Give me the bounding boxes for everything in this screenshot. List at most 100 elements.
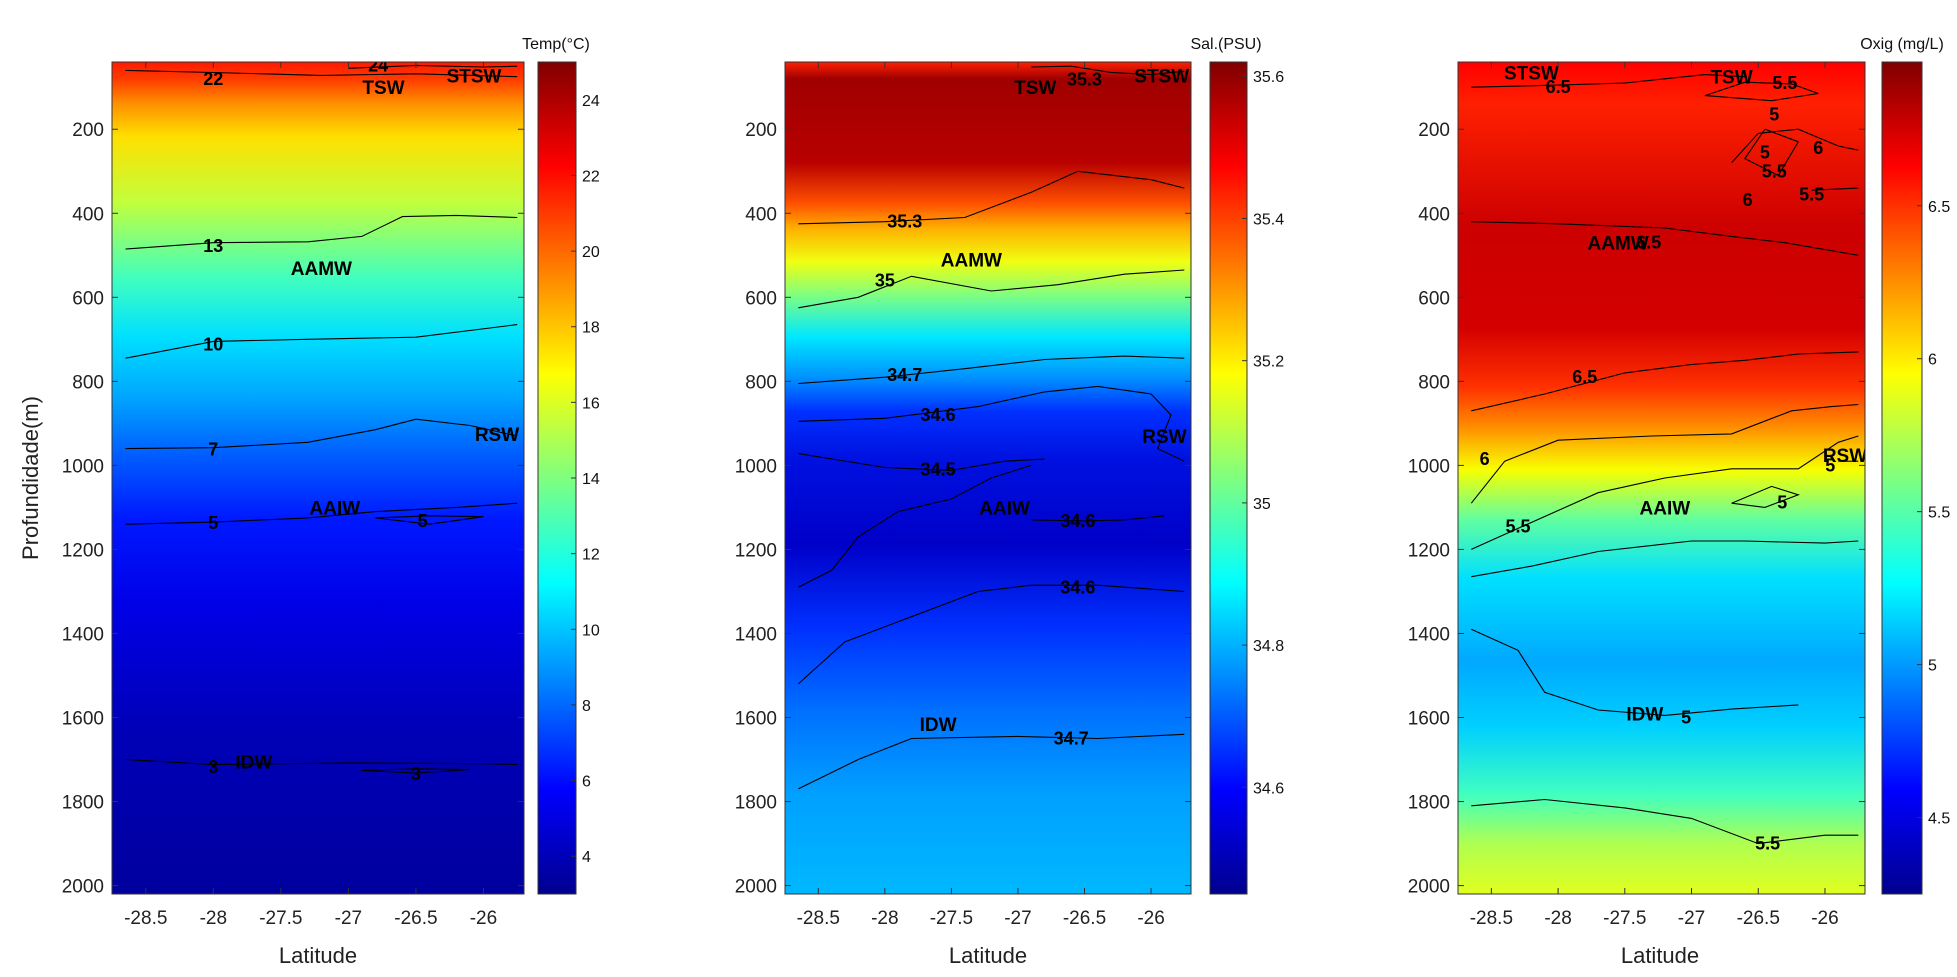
temperature-contour-label: 7 [208, 439, 218, 459]
temperature-x-tick-label: -28.5 [124, 908, 167, 929]
oxygen-contour-label: 5.5 [1506, 516, 1531, 536]
oxygen-x-axis-label: Latitude [1621, 943, 1699, 968]
temperature-panel: 22 24 13 10 7 5 5 3 3 STSW TSW AAMW RSW AAIW IDW -28.… [18, 36, 600, 968]
oxygen-contour-label: 6.5 [1546, 77, 1571, 97]
salinity-y-tick-label: 1200 [735, 540, 777, 561]
salinity-x-tick-label: -27.5 [930, 908, 973, 929]
temperature-contour-3 [125, 758, 518, 766]
temperature-colorbar-tick-label: 10 [582, 622, 600, 639]
salinity-water-mass-aamw: AAMW [941, 250, 1002, 271]
temperature-colorbar-tick-label: 12 [582, 547, 600, 564]
salinity-y-tick-label: 400 [745, 204, 777, 225]
temperature-contour-label: 24 [368, 55, 388, 75]
salinity-contour-label: 34.5 [921, 460, 956, 480]
salinity-contour-label: 34.7 [1054, 729, 1089, 749]
oxygen-colorbar: 4.5 5 5.5 6 6.5 Oxig (mg/L) [1860, 36, 1950, 895]
salinity-contour-label: 34.7 [887, 365, 922, 385]
temperature-colorbar-tick-label: 4 [582, 849, 591, 866]
salinity-contour-35-3 [798, 170, 1185, 225]
oxygen-y-tick-label: 400 [1418, 204, 1450, 225]
oxygen-water-mass-idw: IDW [1626, 704, 1663, 725]
oxygen-colorbar-ticks: 4.5 5 5.5 6 6.5 [1917, 199, 1950, 828]
oxygen-contour-5-5 [1471, 435, 1859, 550]
temperature-y-tick-label: 400 [72, 204, 104, 225]
salinity-contour-label: 34.6 [1060, 511, 1095, 531]
salinity-x-tick-label: -28.5 [797, 908, 840, 929]
oxygen-contour-5 [1471, 628, 1799, 716]
oxygen-y-tick-label: 1400 [1408, 624, 1450, 645]
salinity-x-ticks: -28.5 -28 -27.5 -27 -26.5 -26 [797, 62, 1165, 929]
salinity-x-tick-label: -26 [1137, 908, 1164, 929]
oxygen-water-mass-tsw: TSW [1710, 68, 1752, 89]
salinity-x-tick-label: -26.5 [1063, 908, 1106, 929]
temperature-colorbar-tick-label: 18 [582, 320, 600, 337]
salinity-water-mass-idw: IDW [920, 715, 957, 736]
salinity-x-axis-label: Latitude [949, 943, 1027, 968]
oxygen-y-tick-label: 1800 [1408, 793, 1450, 814]
oxygen-y-tick-label: 1600 [1408, 709, 1450, 730]
temperature-contour-3 [361, 768, 471, 774]
salinity-y-tick-label: 2000 [735, 877, 777, 898]
temperature-x-axis-label: Latitude [279, 943, 357, 968]
oxygen-colorbar-tick-label: 5 [1928, 658, 1937, 675]
oxygen-water-mass-rsw: RSW [1823, 446, 1867, 467]
oxygen-colorbar-ramp [1881, 61, 1923, 895]
temperature-y-tick-label: 1400 [62, 624, 104, 645]
oxygen-colorbar-tick-label: 5.5 [1928, 505, 1950, 522]
oxygen-y-tick-label: 800 [1418, 372, 1450, 393]
temperature-y-axis-label: Profundidade(m) [18, 396, 43, 560]
salinity-contour-35 [798, 269, 1185, 309]
temperature-colorbar-tick-label: 8 [582, 698, 591, 715]
oxygen-contour-5-5 [1471, 798, 1859, 845]
oxygen-x-tick-label: -28 [1544, 908, 1571, 929]
oxygen-contour-label: 5 [1777, 492, 1787, 512]
oxygen-contours [1470, 74, 1859, 845]
oxygen-contour-5 [1471, 540, 1859, 578]
salinity-colorbar-ramp [1209, 61, 1248, 895]
temperature-contour-label: 3 [411, 764, 421, 784]
oxygen-contour-label: 5 [1769, 105, 1779, 125]
salinity-contour-label: 35.3 [1067, 70, 1102, 90]
temperature-contour-label: 10 [203, 334, 223, 354]
salinity-contour-34-7 [798, 733, 1185, 790]
oxygen-contour-label: 5.5 [1772, 73, 1797, 93]
oxygen-x-tick-label: -28.5 [1470, 908, 1513, 929]
oxygen-water-mass-aaiw: AAIW [1640, 498, 1691, 519]
salinity-x-tick-label: -28 [871, 908, 898, 929]
oxygen-contour-label: 6.5 [1636, 233, 1661, 253]
salinity-colorbar-tick-label: 35.4 [1253, 211, 1284, 228]
temperature-contours [125, 64, 518, 774]
temperature-field: 22 24 13 10 7 5 5 3 3 STSW TSW AAMW RSW AAIW IDW [112, 55, 524, 894]
salinity-contour-34-5 [798, 453, 1045, 471]
oxygen-field-fill [1458, 62, 1865, 894]
oxygen-axes-box [1457, 61, 1866, 895]
temperature-water-mass-aamw: AAMW [291, 259, 352, 280]
temperature-contour-label: 13 [203, 236, 223, 256]
oxygen-y-tick-label: 200 [1418, 120, 1450, 141]
temperature-colorbar-tick-label: 24 [582, 93, 600, 110]
oxygen-colorbar-tick-label: 6.5 [1928, 199, 1950, 216]
temperature-contour-label: 22 [203, 69, 223, 89]
salinity-contour-34-6 [1031, 515, 1165, 522]
salinity-y-tick-label: 600 [745, 288, 777, 309]
temperature-y-tick-label: 200 [72, 120, 104, 141]
temperature-y-tick-label: 600 [72, 288, 104, 309]
oxygen-water-mass-labels: STSW TSW AAMW RSW AAIW IDW [1504, 64, 1867, 726]
oxygen-contour-6 [1731, 128, 1859, 164]
salinity-contour-34-6 [798, 385, 1185, 462]
temperature-colorbar-label: Temp(°C) [522, 36, 590, 53]
salinity-contours [797, 65, 1185, 790]
oxygen-contour-label: 5 [1825, 455, 1835, 475]
salinity-field: 35.3 35.3 35 34.7 34.6 34.5 34.6 34.6 34.7 STSW T… [785, 62, 1191, 894]
oxygen-x-tick-label: -27.5 [1603, 908, 1646, 929]
salinity-colorbar-tick-label: 34.6 [1253, 780, 1284, 797]
salinity-contour-label: 34.6 [1060, 577, 1095, 597]
oxygen-x-tick-label: -26 [1811, 908, 1838, 929]
temperature-y-tick-label: 1200 [62, 540, 104, 561]
temperature-water-mass-tsw: TSW [362, 78, 404, 99]
temperature-colorbar-tick-label: 20 [582, 244, 600, 261]
oxygen-y-tick-label: 1000 [1408, 456, 1450, 477]
